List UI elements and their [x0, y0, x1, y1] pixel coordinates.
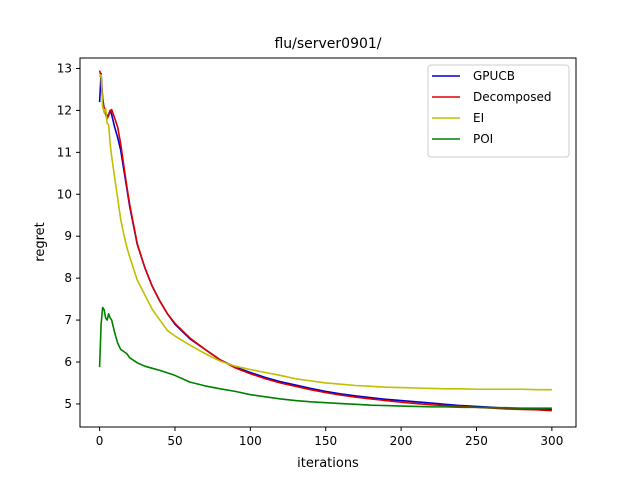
legend: GPUCB Decomposed EI POI — [427, 64, 570, 158]
series-line-ei — [98, 73, 552, 391]
series-line-poi — [98, 306, 552, 409]
legend-label-poi: POI — [473, 132, 493, 146]
x-axis-label: iterations — [297, 456, 359, 471]
y-tick-label: 10 — [57, 187, 72, 201]
y-tick-label: 12 — [57, 103, 72, 117]
legend-label-gpucb: GPUCB — [473, 69, 515, 83]
x-tick-label: 200 — [390, 434, 413, 448]
x-tick-label: 150 — [314, 434, 337, 448]
x-tick-label: 250 — [465, 434, 488, 448]
plot-frame — [79, 57, 577, 428]
chart-title: flu/server0901/ — [274, 36, 381, 52]
y-tick-label: 9 — [64, 229, 72, 243]
x-tick-label: 0 — [96, 434, 104, 448]
y-tick-label: 13 — [57, 61, 72, 75]
x-tick-label: 50 — [167, 434, 182, 448]
y-tick-label: 6 — [64, 355, 72, 369]
y-tick-label: 7 — [64, 313, 72, 327]
y-tick-label: 11 — [57, 145, 72, 159]
x-tick-label: 100 — [239, 434, 262, 448]
series-lines — [98, 70, 552, 412]
series-line-decomposed — [98, 70, 552, 412]
y-tick-label: 5 — [64, 397, 72, 411]
x-tick-label: 300 — [540, 434, 563, 448]
legend-label-ei: EI — [473, 111, 484, 125]
y-axis-label: regret — [33, 222, 48, 261]
y-tick-label: 8 — [64, 271, 72, 285]
legend-label-decomposed: Decomposed — [473, 90, 551, 104]
legend-box — [427, 64, 570, 158]
x-axis-ticks: 0 50 100 150 200 250 300 — [96, 427, 563, 448]
y-axis-ticks: 5 6 7 8 9 10 11 12 13 — [57, 61, 80, 411]
